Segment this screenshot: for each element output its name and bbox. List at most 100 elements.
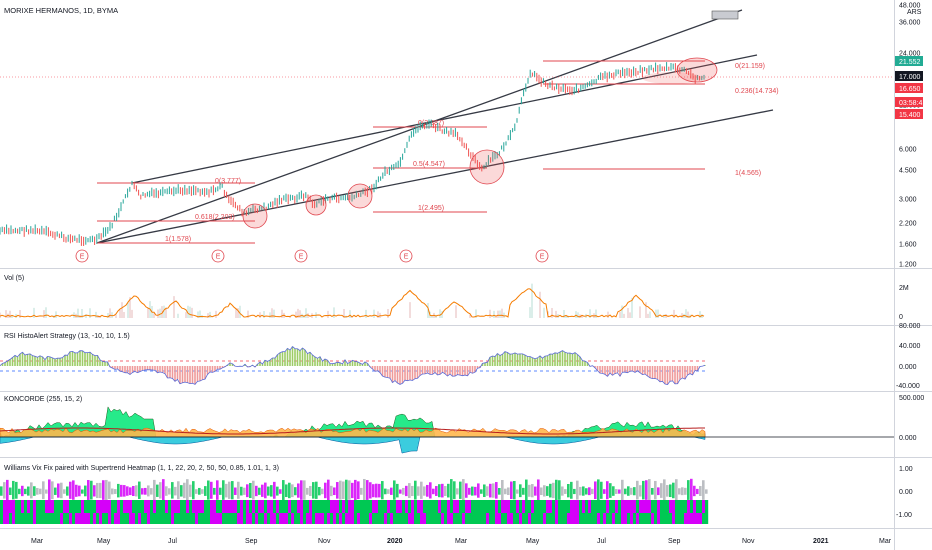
heatmap-cell — [570, 513, 574, 524]
heatmap-cell — [393, 513, 397, 524]
williams-bar — [675, 479, 678, 501]
price-tick: 1.600 — [899, 242, 917, 249]
heatmap-cell — [474, 500, 478, 513]
heatmap-cell — [504, 500, 508, 513]
heatmap-cell — [660, 513, 664, 524]
williams-bar — [24, 488, 27, 495]
williams-bar — [681, 487, 684, 496]
heatmap-cell — [174, 513, 178, 524]
williams-bar — [609, 483, 612, 498]
williams-bar — [402, 487, 405, 495]
heatmap-cell — [285, 500, 289, 513]
williams-bar — [171, 482, 174, 499]
heatmap-cell — [297, 500, 301, 513]
highlight-circle — [347, 183, 373, 209]
williams-bar — [21, 485, 24, 497]
heatmap-cell — [657, 500, 661, 513]
williams-bar — [522, 487, 525, 495]
heatmap-cell — [525, 500, 529, 513]
kon-tick-500: 500.000 — [899, 395, 924, 402]
williams-bar — [462, 479, 465, 501]
williams-bar — [63, 489, 66, 494]
price-tick: 48.000 — [899, 3, 921, 10]
williams-bar — [123, 485, 126, 497]
heatmap-cell — [393, 500, 397, 513]
earnings-marker-label: E — [404, 254, 409, 261]
heatmap-cell — [426, 513, 430, 524]
williams-bar — [429, 482, 432, 499]
price-axis[interactable]: 48.00036.00024.00012.0006.0004.5003.0002… — [899, 3, 921, 269]
williams-bar — [309, 485, 312, 497]
williams-bar — [315, 481, 318, 499]
heatmap-cell — [105, 513, 109, 524]
price-tick: 1.200 — [899, 262, 917, 269]
williams-bar — [276, 486, 279, 496]
time-label: May — [97, 538, 111, 545]
koncorde-blue-area — [0, 436, 706, 454]
heatmap-cell — [87, 500, 91, 513]
williams-bar — [174, 486, 177, 496]
heatmap-cell — [654, 500, 658, 513]
heatmap-cell — [120, 500, 124, 513]
heatmap-cell — [585, 513, 589, 524]
williams-bar — [414, 480, 417, 500]
wil-tick-0: 0.00 — [899, 489, 913, 496]
fib-label: 0(21.159) — [735, 63, 765, 70]
williams-bar — [411, 485, 414, 497]
heatmap-cell — [342, 500, 346, 513]
heatmap-cell — [309, 500, 313, 513]
williams-bar — [654, 480, 657, 500]
koncorde-orange-area — [0, 427, 706, 438]
williams-bar — [237, 481, 240, 499]
heatmap-cell — [699, 500, 703, 513]
heatmap-cell — [429, 500, 433, 513]
heatmap-cell — [531, 500, 535, 513]
heatmap-cell — [600, 500, 604, 513]
heatmap-cell — [417, 500, 421, 513]
heatmap-cell — [18, 500, 22, 513]
heatmap-cell — [375, 500, 379, 513]
drawing-box[interactable] — [711, 10, 739, 20]
heatmap-cell — [90, 513, 94, 524]
williams-bar — [102, 480, 105, 500]
williams-bar — [531, 484, 534, 498]
heatmap-cell — [312, 513, 316, 524]
heatmap-cell — [498, 513, 502, 524]
heatmap-cell — [492, 513, 496, 524]
heatmap-cell — [204, 513, 208, 524]
williams-bar — [210, 481, 213, 499]
heatmap-cell — [72, 513, 76, 524]
williams-bar — [105, 479, 108, 501]
heatmap-cell — [663, 500, 667, 513]
williams-bar — [486, 486, 489, 496]
heatmap-cell — [237, 500, 241, 513]
williams-bar — [387, 489, 390, 494]
heatmap-cell — [156, 500, 160, 513]
heatmap-cell — [402, 513, 406, 524]
heatmap-cell — [12, 500, 16, 513]
heatmap-cell — [54, 500, 58, 513]
time-axis[interactable]: Mar May Jul Sep Nov 2020 Mar May Jul Sep Nov 2021 Ma… — [31, 538, 892, 545]
fib-levels[interactable]: 0(3.777)0.618(2.203)1(1.578)0(3.387)0.5(… — [97, 60, 779, 244]
williams-bar — [345, 479, 348, 501]
highlight-circles[interactable] — [242, 57, 718, 229]
williams-bar — [540, 487, 543, 496]
heatmap-cell — [213, 500, 217, 513]
heatmap-cell — [33, 500, 37, 513]
williams-bar — [459, 481, 462, 499]
heatmap-cell — [141, 500, 145, 513]
heatmap-cell — [174, 500, 178, 513]
williams-bar — [399, 489, 402, 494]
williams-bar — [489, 483, 492, 498]
williams-bar — [495, 482, 498, 499]
heatmap-cell — [564, 500, 568, 513]
heatmap-cell — [270, 513, 274, 524]
williams-bar — [642, 480, 645, 500]
time-label: Jul — [597, 538, 606, 545]
williams-bar — [111, 488, 114, 495]
heatmap-cell — [249, 513, 253, 524]
heatmap-cell — [630, 513, 634, 524]
heatmap-cell — [486, 513, 490, 524]
